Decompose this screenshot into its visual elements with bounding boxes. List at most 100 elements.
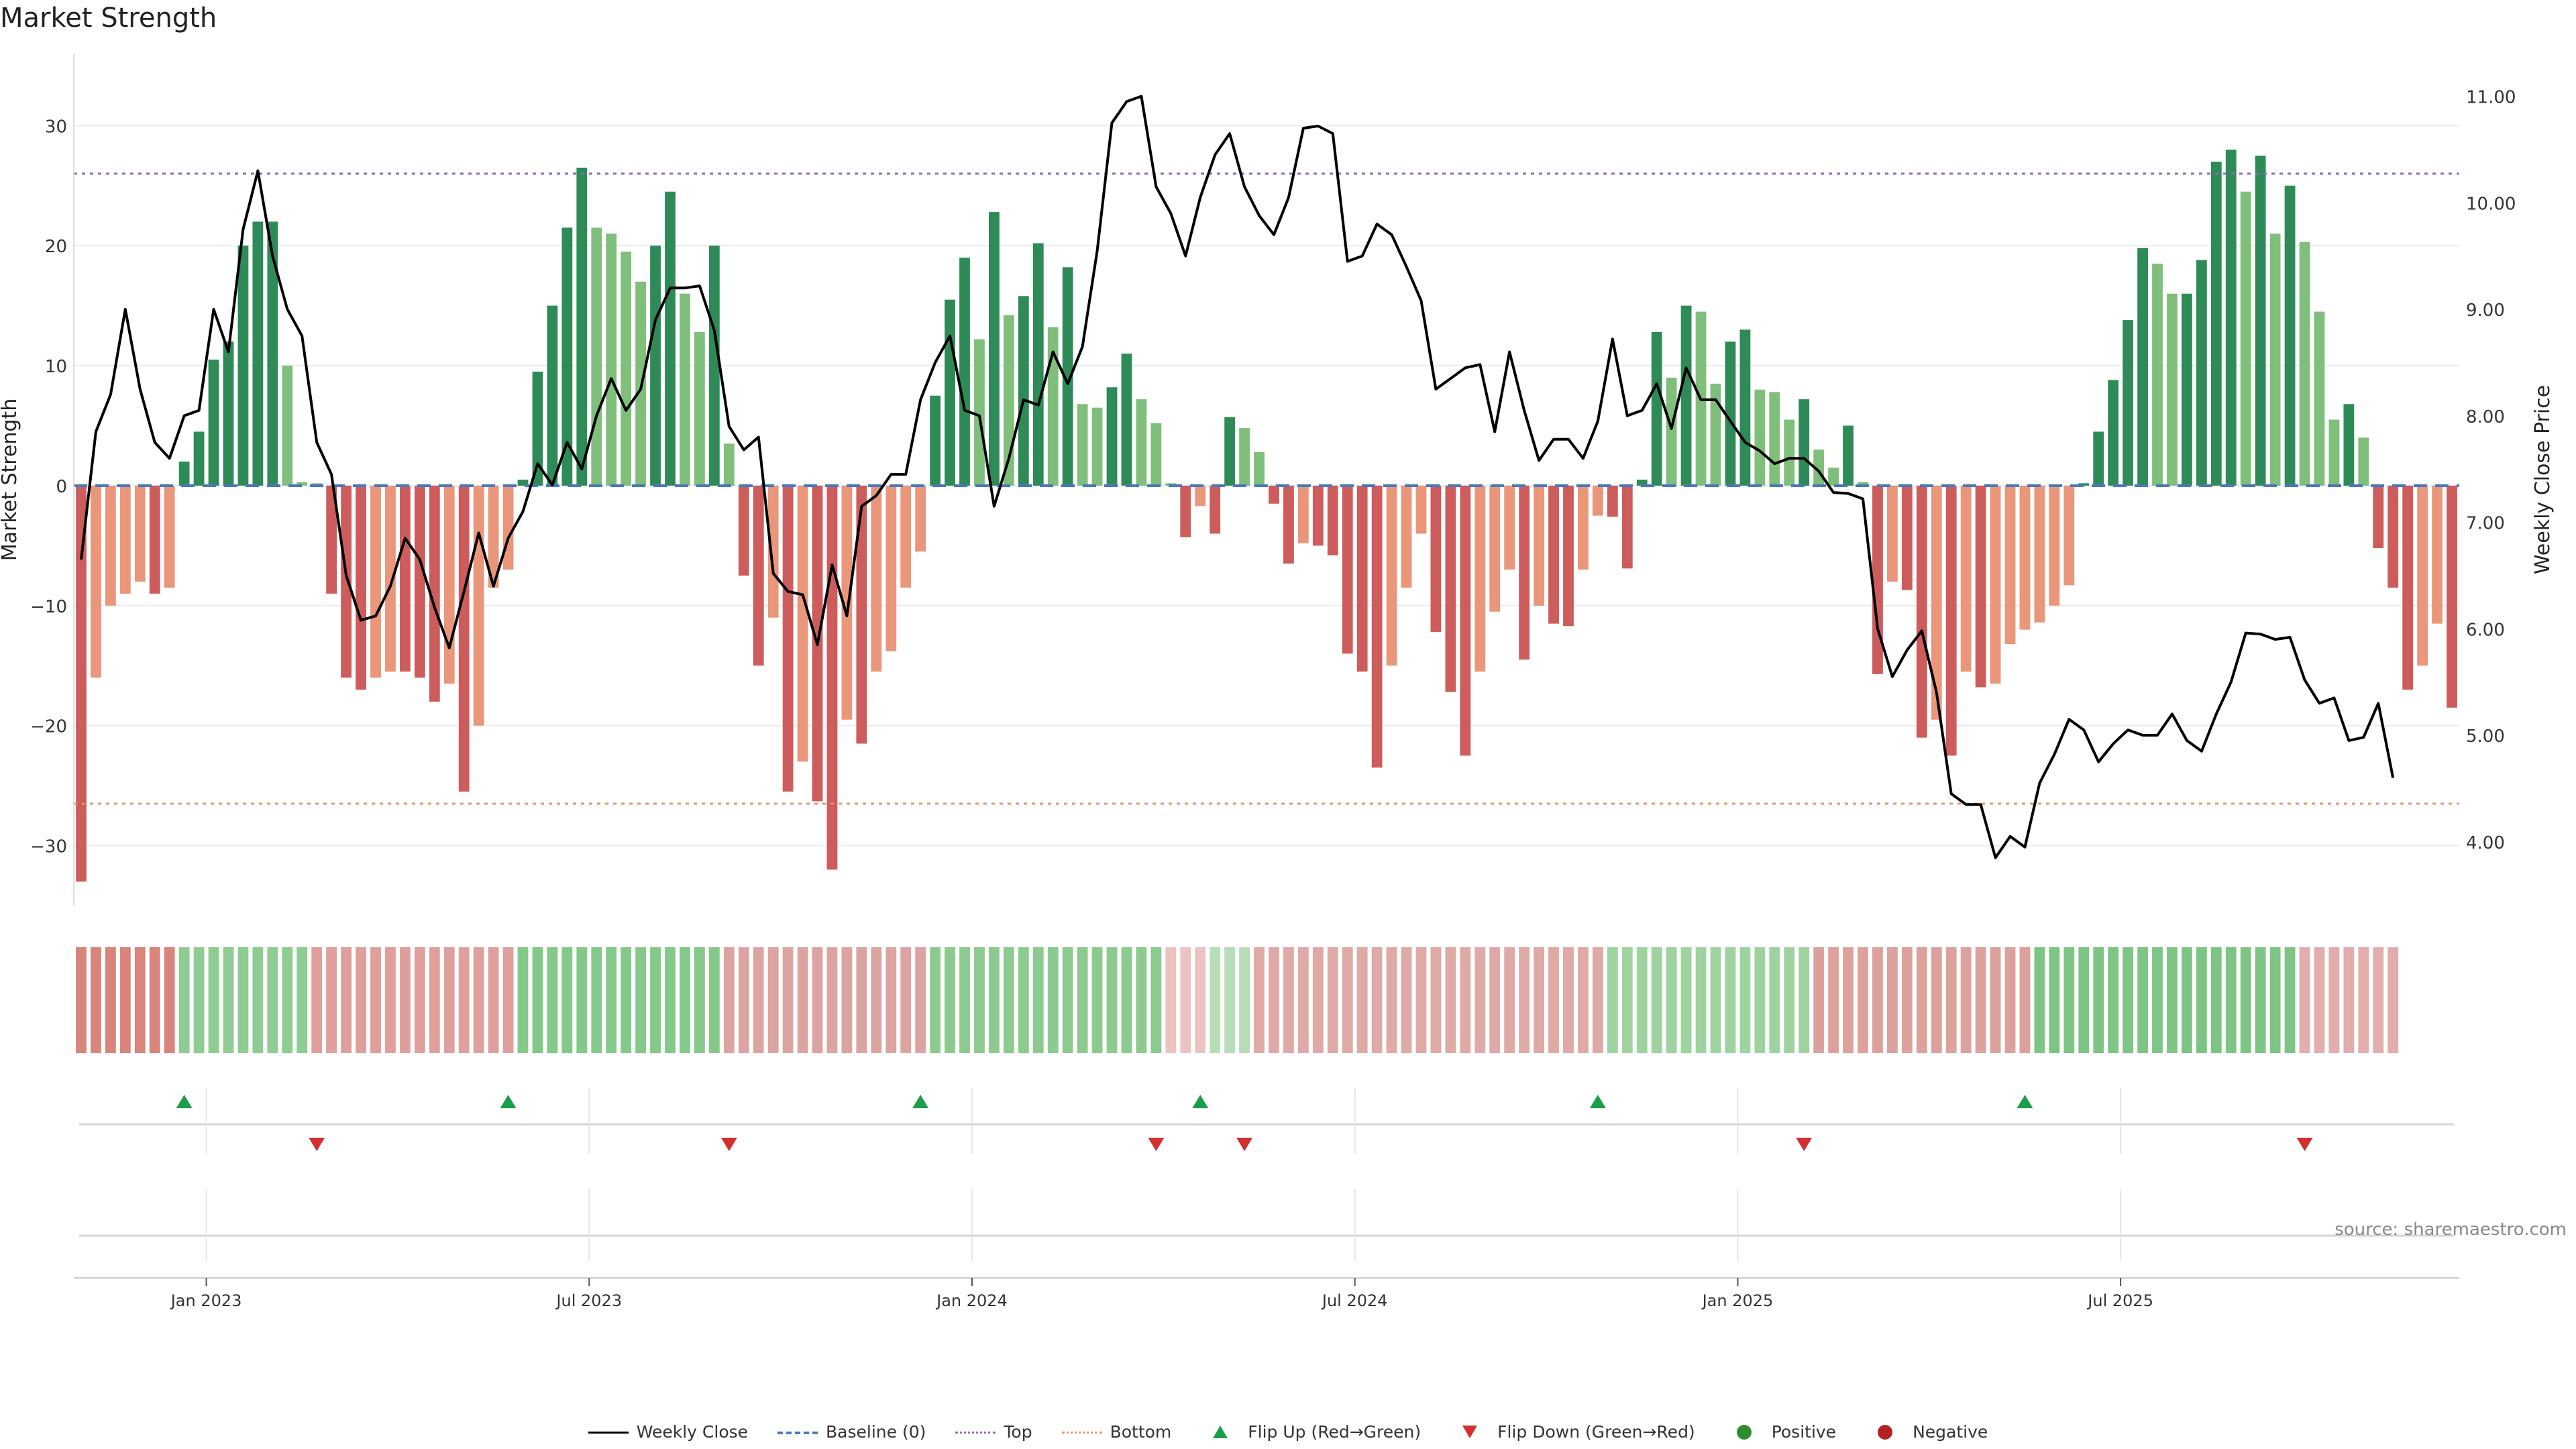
strip-cell <box>1886 947 1898 1053</box>
strength-bar <box>1872 485 1883 674</box>
strip-cell <box>1386 947 1397 1053</box>
strength-bar <box>1210 485 1221 534</box>
strength-bar <box>797 485 808 762</box>
strip-cell <box>282 947 293 1053</box>
y2-axis-title: Weekly Close Price <box>2531 385 2555 574</box>
strength-bar <box>1651 331 1662 486</box>
strength-bar <box>1327 485 1338 555</box>
strip-cell <box>1945 947 1957 1053</box>
strip-cell <box>473 947 484 1053</box>
strength-bar <box>1430 485 1442 633</box>
strip-cell <box>753 947 764 1053</box>
strip-cell <box>399 947 411 1053</box>
strength-bar <box>974 339 985 486</box>
flip-up-marker <box>176 1095 193 1108</box>
strip-cell <box>1269 947 1279 1053</box>
strength-bar <box>767 485 779 618</box>
strip-cell <box>650 947 661 1053</box>
strip-cell <box>2108 947 2119 1053</box>
strip-cell <box>767 947 779 1053</box>
strip-cell <box>164 947 175 1053</box>
triangle-down-icon <box>1462 1426 1478 1438</box>
strip-cell <box>797 947 808 1053</box>
strip-cell <box>1960 947 1972 1053</box>
strip-cell <box>1813 947 1825 1053</box>
strip-cell <box>989 947 1000 1053</box>
strip-cell <box>1534 947 1544 1053</box>
flip-down-marker <box>1236 1138 1253 1151</box>
strip-cell <box>635 947 647 1053</box>
strip-cell <box>1415 947 1427 1053</box>
strength-bar <box>1445 485 1456 692</box>
strip-cell <box>149 947 160 1053</box>
strength-bar <box>930 395 941 486</box>
strip-cell <box>2225 947 2237 1053</box>
strength-bar <box>2108 380 2119 486</box>
strength-bar <box>149 485 160 594</box>
strength-bar <box>1901 485 1913 590</box>
strength-bar <box>561 227 573 486</box>
strip-cell <box>1077 947 1088 1053</box>
strip-cell <box>502 947 514 1053</box>
strength-bar <box>1474 485 1486 672</box>
x-tick-label: Jul 2023 <box>555 1291 622 1310</box>
strip-cell <box>2167 947 2178 1053</box>
strip-cell <box>1504 947 1515 1053</box>
strength-bar <box>297 482 308 486</box>
strength-bar <box>1415 485 1427 534</box>
strength-bar <box>1239 428 1250 486</box>
strength-bar <box>1077 404 1088 486</box>
strip-cell <box>885 947 897 1053</box>
strength-bar <box>1534 485 1544 606</box>
strip-cell <box>2284 947 2296 1053</box>
strength-bar <box>1032 243 1044 486</box>
strip-cell <box>1283 947 1294 1053</box>
strip-cell <box>1710 947 1721 1053</box>
strip-cell <box>680 947 690 1053</box>
strip-cell <box>576 947 588 1053</box>
strip-cell <box>1651 947 1662 1053</box>
strip-cell <box>1548 947 1559 1053</box>
strip-cell <box>547 947 558 1053</box>
strength-bar <box>1106 387 1118 486</box>
y2-tick-label: 6.00 <box>2466 620 2505 640</box>
legend-label: Bottom <box>1110 1422 1172 1442</box>
strength-bar <box>252 221 264 486</box>
strength-bars <box>76 150 2457 882</box>
strip-cell <box>621 947 632 1053</box>
strip-cell <box>945 947 955 1053</box>
strength-bar <box>517 480 529 486</box>
y2-tick-label: 4.00 <box>2466 833 2505 853</box>
strip-cell <box>1636 947 1648 1053</box>
strip-cell <box>591 947 602 1053</box>
strip-cell <box>311 947 323 1053</box>
strip-cell <box>871 947 882 1053</box>
strip-cell <box>385 947 396 1053</box>
flip-down-marker <box>309 1138 325 1151</box>
strip-cell <box>2255 947 2266 1053</box>
legend-item-negative: Negative <box>1866 1422 1988 1442</box>
strip-cell <box>1607 947 1618 1053</box>
strip-cell <box>1047 947 1059 1053</box>
strip-cell <box>2049 947 2060 1053</box>
y2-tick-label: 7.00 <box>2466 514 2505 534</box>
strip-cell <box>1695 947 1707 1053</box>
strength-bar <box>164 485 175 588</box>
strength-bar <box>370 485 381 678</box>
strip-cell <box>134 947 146 1053</box>
strip-cell <box>782 947 794 1053</box>
strength-bar <box>1504 485 1515 570</box>
source-label: source: sharemaestro.com <box>2334 1220 2567 1240</box>
strength-bar <box>1121 354 1132 486</box>
strength-bar <box>576 167 588 486</box>
strip-cell <box>1621 947 1633 1053</box>
legend-item-flip-up: Flip Up (Red→Green) <box>1201 1422 1421 1442</box>
strip-cell <box>1401 947 1412 1053</box>
strip-cell <box>443 947 455 1053</box>
strength-bar <box>1371 485 1383 768</box>
strip-cell <box>1254 947 1265 1053</box>
strength-bar <box>1269 485 1279 504</box>
strip-cell <box>1754 947 1766 1053</box>
strip-cell <box>2196 947 2207 1053</box>
strip-cell <box>1180 947 1191 1053</box>
